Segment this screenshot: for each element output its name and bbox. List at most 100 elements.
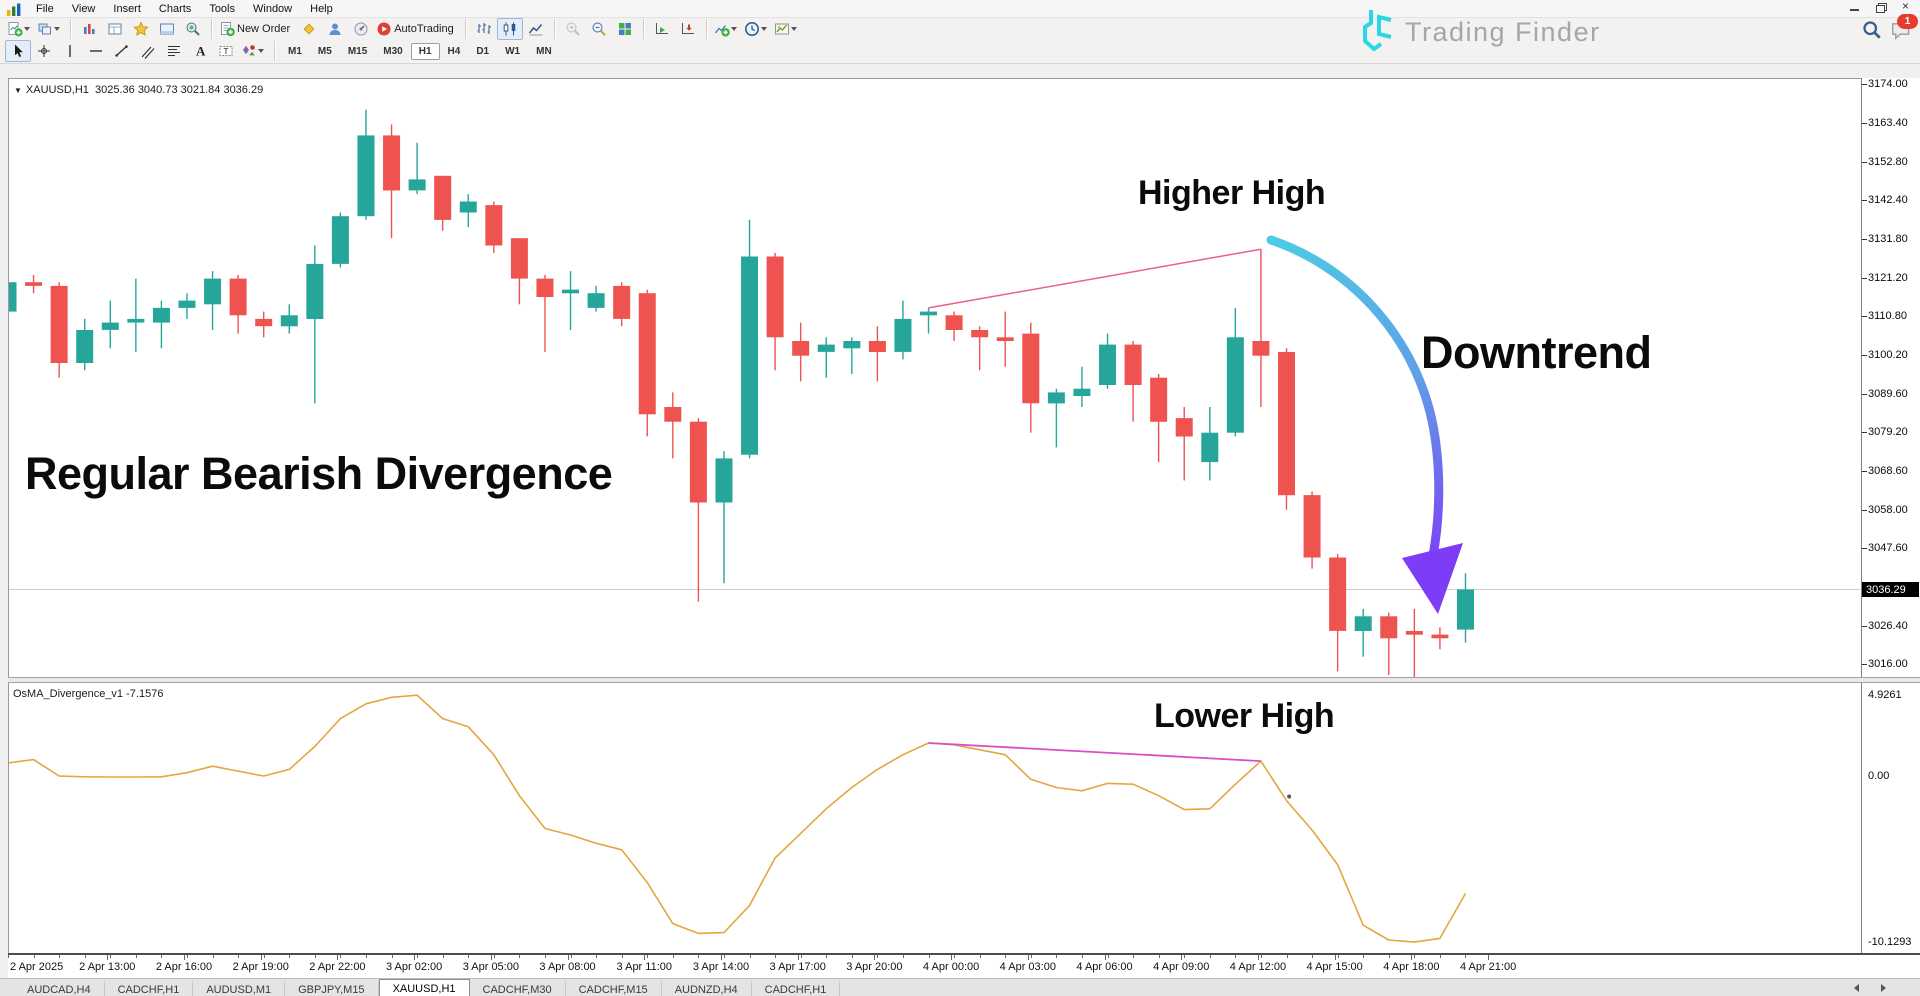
shapes-icon [241, 43, 257, 59]
osma-tick-label: 0.00 [1868, 770, 1890, 782]
time-tick [954, 955, 956, 958]
periods-icon[interactable] [742, 18, 772, 40]
price-chart-canvas[interactable] [9, 80, 1860, 677]
osma-tick-label: -10.1293 [1868, 936, 1912, 949]
strategy-tester-icon[interactable] [180, 18, 206, 40]
line-chart-icon[interactable] [523, 18, 549, 40]
text-icon[interactable]: A [187, 40, 213, 62]
panel-splitter[interactable] [8, 677, 1920, 683]
data-window-icon[interactable] [102, 18, 128, 40]
close-button[interactable]: × [1902, 0, 1910, 13]
time-tick [596, 955, 598, 958]
zoom-in-icon[interactable] [560, 18, 586, 40]
time-tick [337, 955, 339, 960]
annotation-regular-bearish-divergence: Regular Bearish Divergence [25, 448, 613, 499]
channel-icon[interactable] [135, 40, 161, 62]
menu-tools[interactable]: Tools [209, 2, 235, 15]
dropdown-arrow-icon[interactable] [54, 27, 60, 31]
metaeditor-icon[interactable] [296, 18, 322, 40]
tab-audusd-m1[interactable]: AUDUSD,M1 [193, 981, 286, 996]
dropdown-arrow-icon[interactable] [258, 49, 264, 53]
indicator-panel[interactable] [8, 683, 1862, 953]
timeframe-m15[interactable]: M15 [347, 45, 368, 57]
zoom-out-icon[interactable] [586, 18, 612, 40]
restore-button[interactable] [1874, 2, 1888, 13]
timeframe-h4[interactable]: H4 [447, 45, 461, 57]
timeframe-mn[interactable]: MN [536, 45, 552, 57]
templates-icon [774, 21, 790, 37]
dropdown-arrow-icon[interactable] [760, 27, 767, 31]
tab-gbpjpy-m15[interactable]: GBPJPY,M15 [285, 981, 379, 996]
vertical-line-icon[interactable] [57, 40, 83, 62]
timeframe-m1[interactable]: M1 [288, 45, 302, 57]
time-tick [1235, 955, 1237, 958]
menu-charts[interactable]: Charts [158, 2, 192, 15]
signals-icon[interactable] [348, 18, 374, 40]
trendline-icon[interactable] [109, 40, 135, 62]
crosshair-icon[interactable] [31, 40, 57, 62]
price-tick-label: 3174.00 [1868, 78, 1908, 90]
symbol-ohlc-label[interactable]: ▼ XAUUSD,H1 3025.36 3040.73 3021.84 3036.… [14, 84, 264, 96]
menu-help[interactable]: Help [310, 2, 333, 15]
minimize-button[interactable] [1848, 2, 1862, 13]
chart-shift-icon[interactable] [675, 18, 701, 40]
menu-view[interactable]: View [71, 2, 96, 15]
autotrading-button[interactable]: AutoTrading [374, 18, 460, 40]
bar-chart-icon[interactable] [471, 18, 497, 40]
time-tick [1027, 955, 1029, 960]
timeframe-m30[interactable]: M30 [383, 45, 403, 57]
time-label: 3 Apr 02:00 [385, 961, 443, 973]
menu-window[interactable]: Window [253, 2, 293, 15]
timeframe-d1[interactable]: D1 [476, 45, 490, 57]
community-icon[interactable] [322, 18, 348, 40]
navigator-icon[interactable] [128, 18, 154, 40]
menu-file[interactable]: File [36, 2, 54, 15]
timeframe-w1[interactable]: W1 [505, 45, 521, 57]
time-tick [468, 955, 470, 958]
time-label: 2 Apr 2025 [10, 961, 64, 973]
timeframe-h1[interactable]: H1 [410, 42, 440, 60]
price-tick-label: 3142.40 [1868, 194, 1908, 206]
tab-cadchf-m15[interactable]: CADCHF,M15 [566, 981, 662, 996]
osma-indicator-canvas[interactable] [9, 684, 1860, 952]
strategy-tester-icon [185, 21, 201, 37]
market-watch-icon[interactable] [76, 18, 102, 40]
timeframe-m5[interactable]: M5 [317, 45, 332, 57]
dropdown-arrow-icon[interactable] [790, 27, 797, 31]
price-tick-label: 3089.60 [1868, 387, 1908, 400]
shapes-icon[interactable] [239, 40, 269, 62]
dropdown-arrow-icon[interactable] [730, 27, 737, 31]
tab-cadchf-h1[interactable]: CADCHF,H1 [105, 981, 194, 996]
templates-icon[interactable] [772, 18, 802, 40]
indicators-icon[interactable] [712, 18, 742, 40]
fibonacci-icon[interactable] [161, 40, 187, 62]
price-chart-panel[interactable] [8, 78, 1862, 678]
toolbar-separator [705, 19, 707, 39]
tab-scroll-right-icon[interactable] [1881, 984, 1886, 992]
tab-scroll-left-icon[interactable] [1854, 984, 1859, 992]
candlestick-icon[interactable] [496, 18, 523, 40]
search-icon[interactable] [1862, 20, 1882, 45]
new-chart-icon[interactable] [5, 18, 35, 40]
menu-insert[interactable]: Insert [113, 2, 141, 15]
profiles-icon[interactable] [35, 18, 65, 40]
tab-cadchf-m30[interactable]: CADCHF,M30 [470, 981, 566, 996]
dropdown-arrow-icon[interactable] [24, 27, 30, 31]
price-tick [1862, 238, 1867, 240]
new-order-button[interactable]: New Order [217, 18, 296, 40]
terminal-icon[interactable] [154, 18, 180, 40]
tile-windows-icon[interactable] [612, 18, 638, 40]
cursor-icon[interactable] [5, 40, 31, 62]
tab-audnzd-h4[interactable]: AUDNZD,H4 [662, 981, 752, 996]
time-label: 4 Apr 18:00 [1383, 961, 1440, 973]
tab-audcad-h4[interactable]: AUDCAD,H4 [14, 981, 105, 996]
tab-cadchf-h1[interactable]: CADCHF,H1 [752, 981, 841, 996]
time-tick [289, 955, 291, 958]
time-label: 3 Apr 05:00 [462, 961, 519, 973]
tab-xauusd-h1[interactable]: XAUUSD,H1 [378, 979, 470, 996]
label-icon[interactable]: T [213, 40, 239, 62]
chat-icon[interactable]: 1 [1890, 14, 1918, 45]
horizontal-line-icon[interactable] [83, 40, 109, 62]
toolbar-separator [464, 19, 466, 39]
auto-scroll-icon[interactable] [649, 18, 675, 40]
